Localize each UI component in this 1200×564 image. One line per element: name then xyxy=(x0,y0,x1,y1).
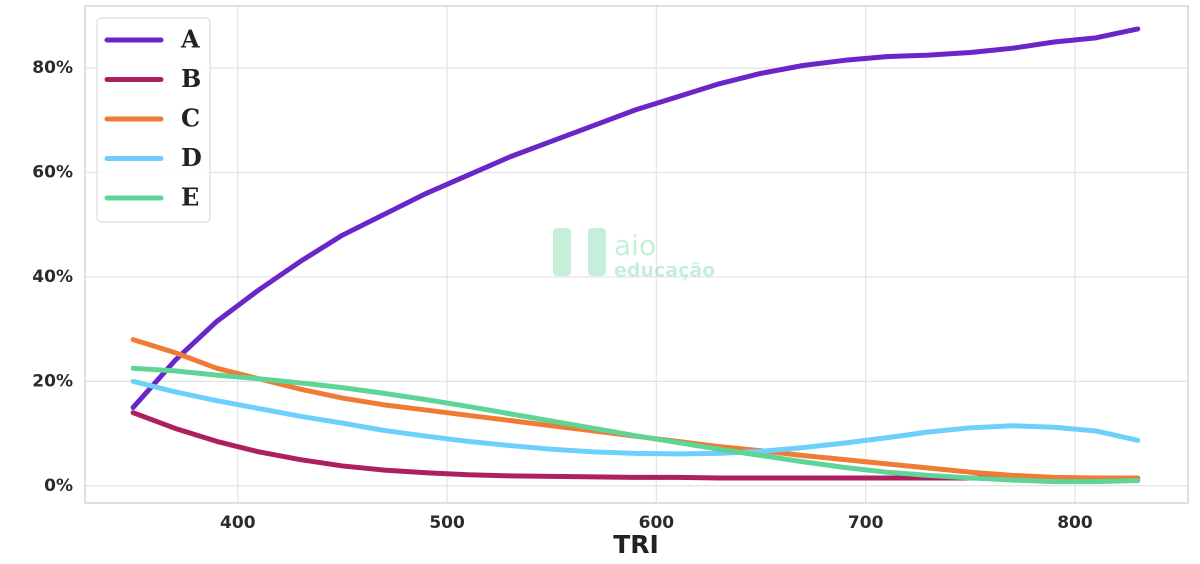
x-tick-label: 600 xyxy=(639,513,675,533)
watermark: aio educação xyxy=(553,228,715,282)
y-tick-label: 80% xyxy=(32,58,73,78)
watermark-text: educação xyxy=(614,260,715,282)
x-axis-label: TRI xyxy=(613,530,659,559)
series-line xyxy=(130,365,1141,485)
y-tick-label: 60% xyxy=(32,163,73,183)
y-tick-label: 40% xyxy=(32,267,73,287)
x-tick-label: 800 xyxy=(1057,513,1093,533)
y-tick-label: 0% xyxy=(44,476,73,496)
watermark-logo xyxy=(553,228,571,276)
y-tick-label: 20% xyxy=(32,371,73,391)
x-tick-label: 400 xyxy=(220,513,256,533)
x-tick-label: 700 xyxy=(848,513,884,533)
legend-label: B xyxy=(181,64,201,93)
watermark-text: aio xyxy=(614,229,656,262)
legend-label: C xyxy=(181,104,200,133)
series-line xyxy=(130,378,1141,457)
legend-label: D xyxy=(181,143,202,172)
legend-label: E xyxy=(181,183,199,212)
plot-frame xyxy=(84,5,1189,504)
watermark-logo xyxy=(588,228,606,276)
series-line xyxy=(130,26,1141,410)
legend-label: A xyxy=(180,25,200,54)
series-line xyxy=(130,410,1141,481)
x-tick-label: 500 xyxy=(429,513,465,533)
